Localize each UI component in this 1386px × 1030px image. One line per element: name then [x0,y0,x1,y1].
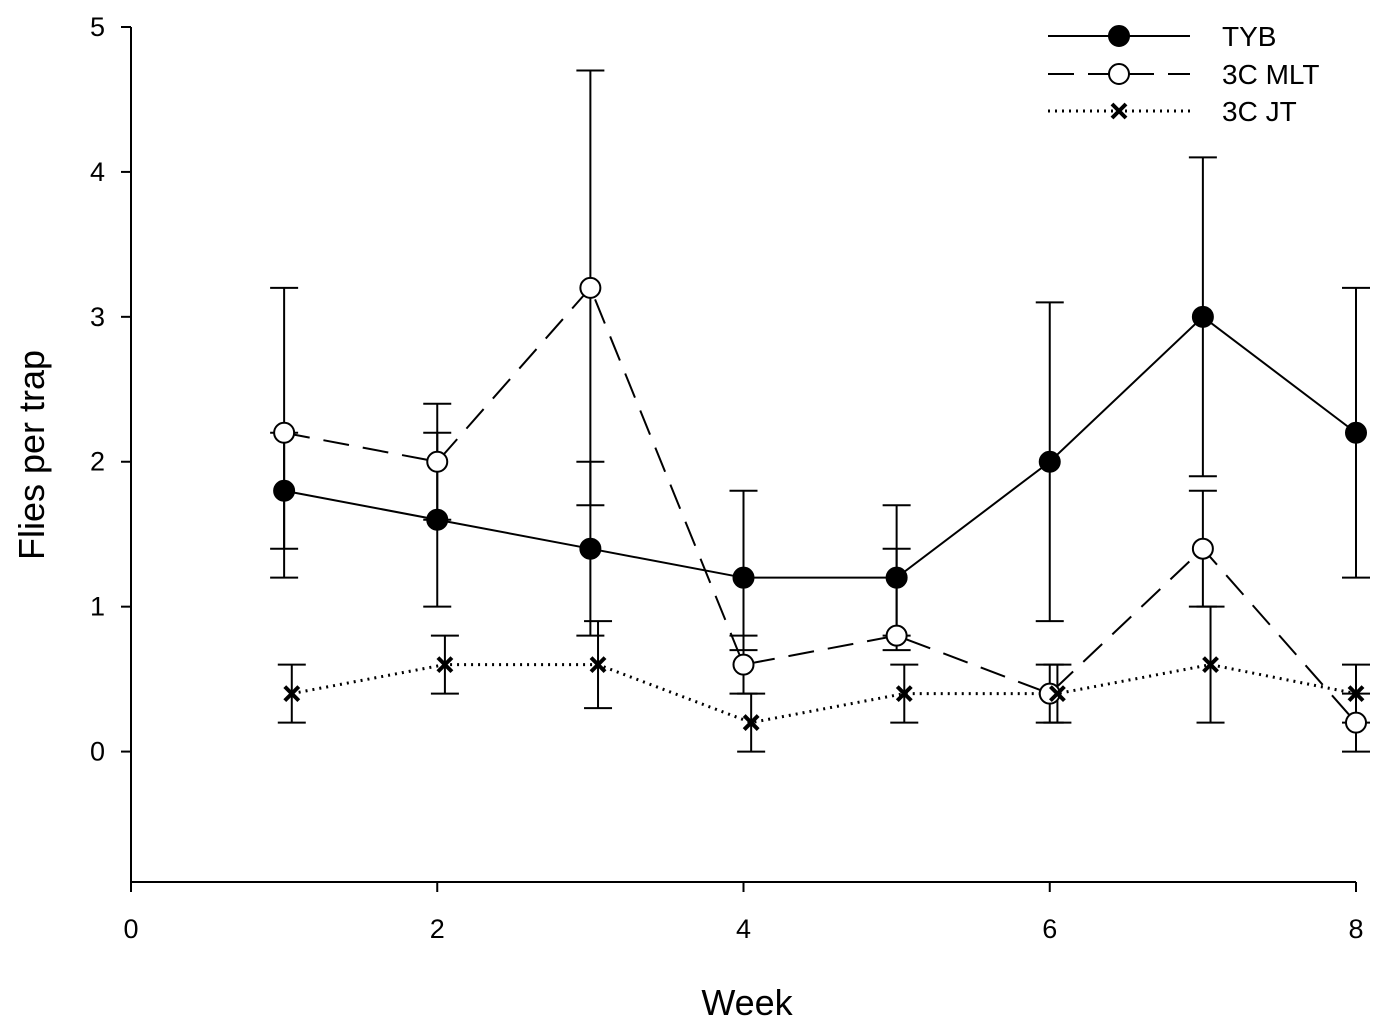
data-point-3c-mlt [426,450,449,473]
legend: TYB 3C MLT 3C JT [1048,21,1320,127]
data-point-tyb [732,566,755,589]
data-point-3c-jt [436,656,454,674]
x-tick-label: 4 [736,914,751,944]
data-point-3c-jt [1347,685,1365,703]
y-tick-label: 1 [90,592,105,622]
series-line-3c-jt [291,663,1357,725]
x-tick-label: 0 [123,914,138,944]
error-bar-3c-mlt [882,547,911,637]
legend-label-3c-mlt: 3C MLT [1222,59,1320,90]
legend-marker-3c-mlt [1108,63,1130,85]
x-tick-label: 2 [430,914,445,944]
data-point-3c-jt [1202,656,1219,674]
axes: 0 1 2 3 4 5 0 2 4 6 8 [90,12,1364,944]
data-point-tyb [1345,421,1367,444]
data-point-3c-mlt [1191,537,1214,560]
y-tick-label: 5 [90,12,105,42]
data-point-3c-mlt [885,624,908,647]
error-bars [270,69,1370,753]
series-line-tyb [283,315,1357,579]
data-point-tyb [885,566,908,589]
x-axis-title: Week [701,982,793,1023]
legend-marker-3c-jt [1110,102,1128,120]
data-point-3c-mlt [732,653,755,676]
series-line-3c-mlt [283,285,1357,724]
x-tick-label: 8 [1348,914,1363,944]
data-point-tyb [579,537,602,560]
data-point-3c-jt [895,685,913,703]
series-markers [273,276,1367,734]
data-point-3c-jt [742,714,760,732]
data-point-tyb [273,479,296,502]
data-point-3c-jt [283,685,301,703]
legend-label-3c-jt: 3C JT [1222,96,1297,127]
y-tick-label: 0 [90,737,105,767]
y-axis-title: Flies per trap [11,350,52,560]
x-tick-label: 6 [1042,914,1057,944]
y-tick-label: 4 [90,157,105,187]
data-point-3c-jt [589,656,607,674]
data-point-3c-jt [1048,685,1066,703]
y-tick-label: 2 [90,447,105,477]
data-point-tyb [426,508,449,531]
legend-label-tyb: TYB [1222,21,1276,52]
data-point-tyb [1038,450,1061,473]
data-point-tyb [1191,305,1214,328]
series-lines [283,285,1357,725]
data-point-3c-mlt [273,421,296,444]
error-bar-3c-mlt [270,286,299,550]
data-point-3c-mlt [579,276,602,299]
y-tick-label: 3 [90,302,105,332]
data-point-3c-mlt [1345,711,1367,734]
legend-marker-tyb [1108,25,1130,47]
